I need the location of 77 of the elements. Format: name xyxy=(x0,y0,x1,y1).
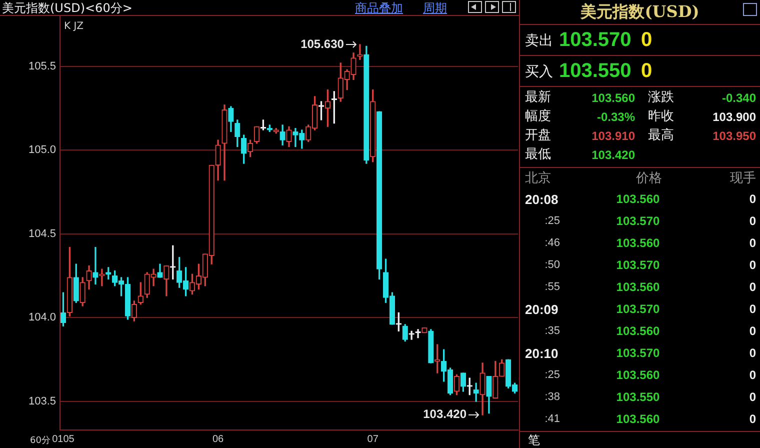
text: 103.550 xyxy=(616,390,660,404)
text: 103.560 xyxy=(616,280,660,294)
text: :25 xyxy=(544,215,560,227)
text: 103.560 xyxy=(616,368,660,382)
y-tick-label: 104.5 xyxy=(28,228,56,240)
text: 商品叠加 xyxy=(355,1,403,15)
x-tick-label: 07 xyxy=(367,434,379,445)
y-tick-label: 105.5 xyxy=(28,60,56,72)
text: :50 xyxy=(544,259,560,271)
candlestick xyxy=(408,330,414,340)
text: 买入 xyxy=(525,64,553,80)
text: 卖出 xyxy=(525,33,553,49)
text: -0.340 xyxy=(722,91,756,105)
text: 103.950 xyxy=(712,129,756,143)
text: 103.420 xyxy=(592,148,635,162)
text: 103.560 xyxy=(592,91,635,105)
text: 0 xyxy=(749,280,756,294)
text: 0 xyxy=(749,412,756,426)
text: 0 xyxy=(641,29,652,51)
x-tick-label: 06 xyxy=(212,434,224,445)
text: 最低 xyxy=(525,147,551,162)
y-tick-label: 103.5 xyxy=(28,396,56,408)
text: -0.33% xyxy=(596,110,635,124)
text: 20:10 xyxy=(525,346,558,361)
text: 周期 xyxy=(423,1,447,15)
text: :55 xyxy=(544,281,560,293)
text: :41 xyxy=(544,413,560,425)
y-tick-label: 104.0 xyxy=(28,312,56,324)
text: 现手 xyxy=(730,171,756,186)
text: 0 xyxy=(749,302,756,316)
text: 开盘 xyxy=(525,128,551,143)
candlestick xyxy=(99,268,105,286)
text: 幅度 xyxy=(525,109,551,124)
text: 20:09 xyxy=(525,302,558,317)
text: 0 xyxy=(749,390,756,404)
text: 昨收 xyxy=(648,109,674,124)
annotation: 103.420 xyxy=(423,407,467,422)
text: 最高 xyxy=(648,128,674,143)
text: 0 xyxy=(749,258,756,272)
candlestick xyxy=(92,246,98,285)
annotation: K JZ xyxy=(64,21,84,32)
chart-title: 美元指数(USD)<60分> xyxy=(2,1,132,15)
candlestick xyxy=(473,382,479,402)
text: 103.560 xyxy=(616,412,660,426)
text: 北京 xyxy=(525,171,551,186)
text: 0 xyxy=(749,324,756,338)
text: 103.570 xyxy=(616,302,660,316)
text: 美元指数(USD) xyxy=(580,2,700,21)
text: :25 xyxy=(544,369,560,381)
text: 103.570 xyxy=(616,346,660,360)
text: 103.560 xyxy=(616,236,660,250)
text: 103.910 xyxy=(592,129,635,143)
text: :46 xyxy=(544,237,560,249)
text: :35 xyxy=(544,325,560,337)
y-tick-label: 105.0 xyxy=(28,144,56,156)
text: 103.570 xyxy=(616,214,660,228)
text: 103.560 xyxy=(616,192,660,206)
text: 103.570 xyxy=(616,258,660,272)
text: 笔 xyxy=(528,433,540,447)
text: 60分 xyxy=(30,436,50,446)
annotation: 105.630 xyxy=(300,36,344,51)
text: 0 xyxy=(749,368,756,382)
text: 0 xyxy=(749,236,756,250)
text: 涨跌 xyxy=(648,90,674,105)
text: 103.570 xyxy=(559,29,632,51)
text: 0 xyxy=(749,346,756,360)
text: :38 xyxy=(544,391,560,403)
text: 103.550 xyxy=(559,60,632,82)
text: 最新 xyxy=(525,90,551,105)
text: 0 xyxy=(641,60,652,82)
text: 20:08 xyxy=(525,192,558,207)
text: 0 xyxy=(749,192,756,206)
x-tick-label: 0105 xyxy=(52,434,75,445)
text: 价格 xyxy=(636,171,662,186)
text: 0 xyxy=(749,214,756,228)
text: 103.900 xyxy=(712,110,756,124)
text: 103.560 xyxy=(616,324,660,338)
